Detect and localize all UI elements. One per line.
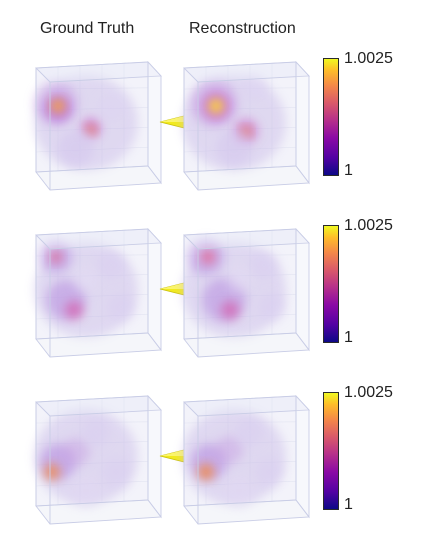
colorbar-1 (323, 58, 339, 176)
comparison-row-2: 1.0025 1 (0, 215, 428, 385)
colorbar-max-label-2: 1.0025 (344, 217, 393, 234)
ground-truth-volume-1 (34, 60, 162, 191)
ground-truth-volume-3 (34, 394, 162, 525)
reconstruction-volume-3 (182, 394, 310, 525)
colorbar-min-label-1: 1 (344, 162, 353, 179)
colorbar-2 (323, 225, 339, 343)
comparison-row-3: 1.0025 1 (0, 382, 428, 552)
colorbar-3 (323, 392, 339, 510)
comparison-row-1: 1.0025 1 (0, 48, 428, 218)
reconstruction-volume-1 (182, 60, 310, 191)
colorbar-max-label-1: 1.0025 (344, 50, 393, 67)
ground-truth-title: Ground Truth (40, 20, 135, 37)
colorbar-max-label-3: 1.0025 (344, 384, 393, 401)
reconstruction-title: Reconstruction (189, 20, 296, 37)
ground-truth-volume-2 (34, 227, 162, 358)
reconstruction-volume-2 (182, 227, 310, 358)
colorbar-min-label-3: 1 (344, 496, 353, 513)
colorbar-min-label-2: 1 (344, 329, 353, 346)
